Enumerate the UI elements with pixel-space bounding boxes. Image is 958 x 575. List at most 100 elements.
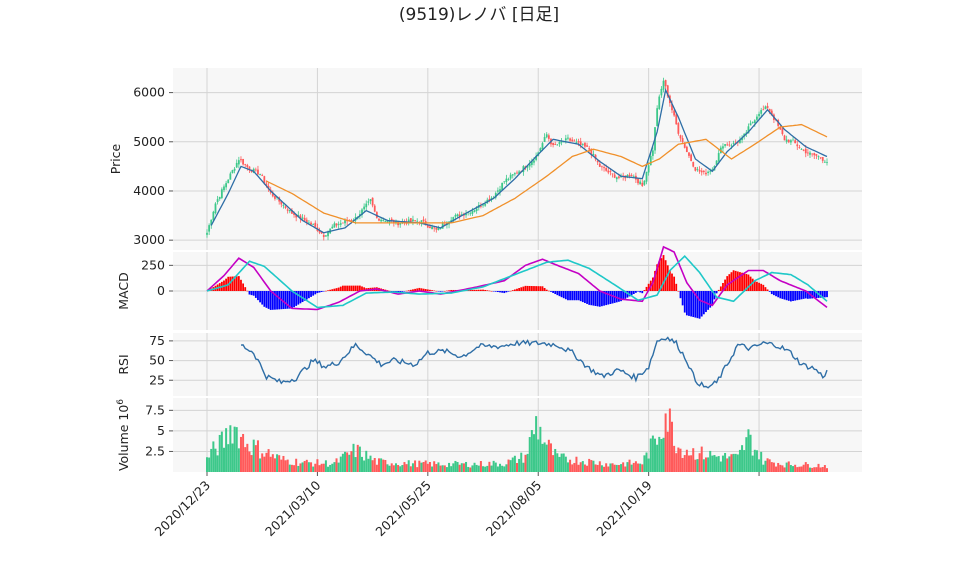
macd-hist-bar-negative [390,291,393,292]
macd-hist-bar-positive [429,289,431,291]
macd-hist-bar-positive [535,286,538,291]
candle-down [335,223,338,226]
macd-hist-bar-positive [450,289,453,291]
volume-bar-up [609,463,612,472]
macd-hist-bar-positive [524,285,527,291]
volume-bar-down [286,459,289,472]
macd-hist-bar-negative [259,291,261,303]
candle-down [590,149,593,155]
macd-ylabel: MACD [116,272,131,309]
macd-hist-bar-negative [554,291,557,295]
macd-hist-bar-negative [579,291,582,302]
candle-down [781,128,784,135]
candle-up [575,141,578,143]
macd-hist-bar-negative [787,291,790,301]
candle-down [584,142,586,147]
macd-hist-bar-negative [783,291,786,300]
volume-bar-down [239,436,242,472]
volume-bar-down [677,447,680,472]
macd-hist-bar-negative [494,291,497,292]
volume-bar-down [730,454,733,472]
volume-bar-down [726,458,729,472]
rsi-ytick-label-0: 25 [149,372,165,387]
volume-bar-up [358,446,361,472]
candle-down [728,144,731,146]
macd-hist-bar-positive [469,289,472,291]
volume-bar-up [732,453,735,472]
rsi-ytick-label-1: 50 [149,353,165,368]
macd-hist-bar-negative [265,291,268,308]
volume-bar-up [233,426,236,472]
candle-up [454,215,457,217]
candle-down [488,198,491,201]
candle-up [792,139,794,141]
volume-bar-down [443,465,446,472]
candle-up [308,222,310,224]
candle-up [208,225,211,232]
price-ytick-label-1: 4000 [133,183,165,198]
x-tick-label-0: 2020/12/23 [152,478,214,540]
candle-up [620,176,622,178]
volume-bar-up [509,460,512,472]
volume-bar-up [537,439,540,472]
candle-down [702,170,705,172]
macd-hist-bar-negative [567,291,569,301]
candle-down [692,161,695,167]
candle-down [378,218,380,221]
macd-hist-bar-positive [719,286,722,291]
volume-bar-up [626,462,629,472]
volume-bar-down [318,465,321,472]
candle-down [286,209,289,211]
volume-bar-up [445,467,448,472]
macd-hist-bar-negative [295,291,298,306]
candle-up [469,213,472,215]
volume-bar-up [344,451,347,472]
volume-bar-down [244,447,247,472]
volume-bar-down [414,460,417,472]
candle-up [312,224,315,226]
macd-hist-bar-negative [274,291,276,310]
volume-bar-up [288,464,291,472]
candle-up [233,168,236,171]
macd-hist-bar-negative [779,291,782,299]
volume-bar-up [301,462,304,472]
macd-hist-bar-negative [815,291,818,299]
volume-bar-up [492,460,495,472]
candle-down [762,109,765,111]
macd-hist-bar-negative [590,291,593,306]
macd-hist-bar-positive [666,265,669,291]
volume-bar-down [794,464,797,472]
macd-hist-bar-negative [709,291,712,308]
macd-hist-bar-negative [254,291,257,298]
volume-bar-up [789,465,792,472]
volume-bar-down [524,454,527,472]
volume-bar-up [539,426,542,472]
volume-bar-down [418,460,421,472]
macd-hist-bar-negative [552,291,554,293]
volume-bar-down [802,464,805,472]
volume-bar-up [654,438,657,472]
macd-hist-bar-negative [250,291,253,296]
macd-hist-bar-negative [588,291,591,305]
candle-down [766,105,769,109]
candle-up [227,179,230,184]
macd-hist-bar-positive [764,287,767,291]
macd-hist-bar-negative [639,291,642,293]
candle-up [749,123,752,126]
candle-down [601,166,603,168]
volume-bar-up [764,460,767,472]
volume-bar-up [208,457,211,472]
candle-up [760,110,763,114]
candle-up [800,148,803,150]
candle-up [337,224,340,226]
volume-bar-up [363,460,366,472]
macd-hist-bar-positive [405,290,408,292]
volume-bar-down [700,446,703,472]
macd-hist-bar-positive [407,290,410,291]
volume-bar-up [471,465,474,472]
candle-down [314,222,317,227]
candle-up [452,217,455,221]
volume-bar-up [809,467,812,472]
macd-hist-bar-negative [813,291,816,299]
